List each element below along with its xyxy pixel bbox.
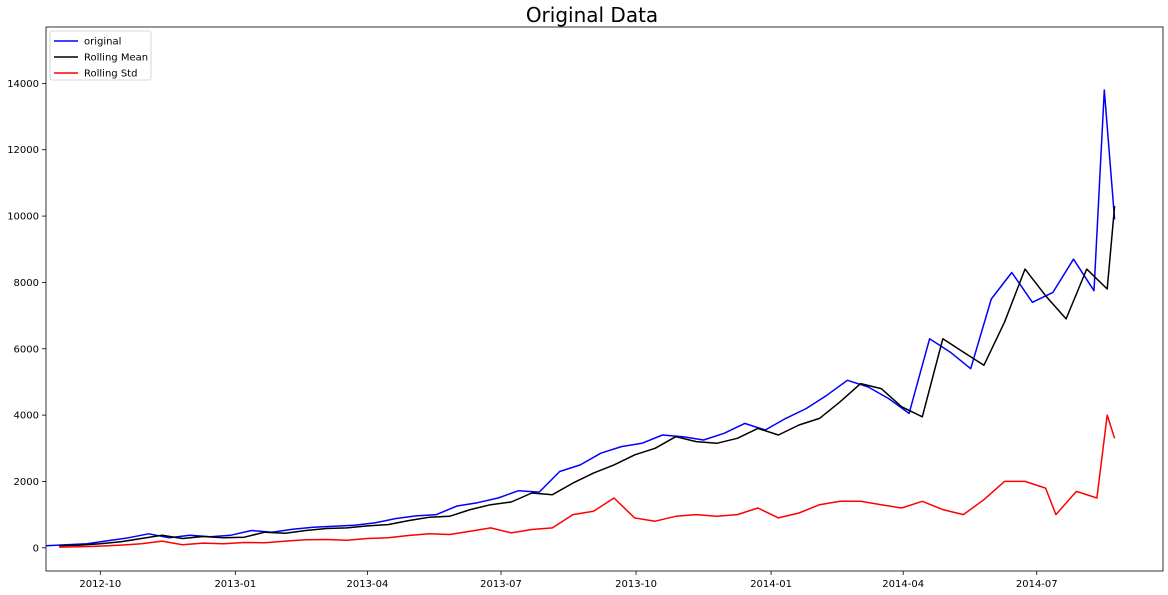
y-tick-label: 14000 <box>7 79 39 90</box>
x-tick-label: 2014-01 <box>750 579 792 590</box>
legend-label-original: original <box>84 37 121 48</box>
y-tick-label: 12000 <box>7 145 39 156</box>
legend-label-rolling-mean: Rolling Mean <box>84 53 148 64</box>
y-tick-label: 4000 <box>14 411 39 422</box>
y-tick-label: 10000 <box>7 212 39 223</box>
x-tick-label: 2013-10 <box>615 579 657 590</box>
x-tick-label: 2012-10 <box>79 579 121 590</box>
x-tick-label: 2014-04 <box>882 579 924 590</box>
legend: original Rolling Mean Rolling Std <box>49 30 152 81</box>
chart-title: Original Data <box>526 3 658 27</box>
series-line-original <box>45 89 1116 547</box>
y-tick-label: 8000 <box>14 278 39 289</box>
y-tick-label: 0 <box>33 543 39 554</box>
legend-box <box>49 30 152 81</box>
series-line-rolling-std <box>59 414 1116 548</box>
series-line-rolling-mean <box>59 206 1116 547</box>
x-tick-label: 2013-04 <box>347 579 389 590</box>
series-layer <box>45 89 1116 548</box>
x-tick-label: 2014-07 <box>1016 579 1058 590</box>
plot-frame <box>45 26 1164 572</box>
x-tick-label: 2013-01 <box>214 579 256 590</box>
x-axis: 2012-10 2013-01 2013-04 2013-07 2013-10 2014-… <box>79 571 1058 590</box>
y-axis: 0 2000 4000 6000 8000 10000 12000 14000 <box>7 79 46 554</box>
y-tick-label: 6000 <box>14 344 39 355</box>
x-tick-label: 2013-07 <box>480 579 522 590</box>
legend-label-rolling-std: Rolling Std <box>84 69 137 80</box>
y-tick-label: 2000 <box>14 477 39 488</box>
